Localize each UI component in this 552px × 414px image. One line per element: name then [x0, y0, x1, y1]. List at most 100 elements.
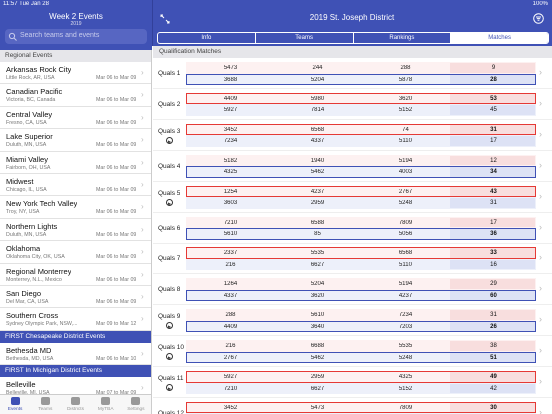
- team-number[interactable]: 3603: [223, 200, 238, 207]
- event-row[interactable]: Arkansas Rock City Little Rock, AR, USA Ma…: [0, 62, 151, 85]
- search-field[interactable]: Search teams and events: [5, 29, 147, 44]
- team-number[interactable]: 2959: [310, 374, 325, 380]
- team-number[interactable]: 5248: [398, 200, 413, 207]
- team-number[interactable]: 2337: [223, 250, 238, 257]
- team-number[interactable]: 244: [312, 65, 323, 71]
- team-number[interactable]: 6588: [310, 219, 325, 226]
- team-number[interactable]: 4325: [223, 169, 238, 176]
- team-number[interactable]: 7210: [223, 385, 238, 392]
- match-row[interactable]: Quals 10 ▶ › 216 6688 5535 38 2767 5462 5248 51: [153, 337, 552, 368]
- segment[interactable]: Teams: [256, 33, 354, 43]
- tab[interactable]: Teams: [30, 395, 60, 414]
- event-row[interactable]: Bethesda MD Bethesda, MD, USA Mar 06 to Ma…: [0, 343, 151, 366]
- match-row[interactable]: Quals 8 › 1264 5204 5194 29 4337 3620 4237 60: [153, 275, 552, 306]
- team-number[interactable]: 3620: [398, 95, 413, 102]
- team-number[interactable]: 4409: [223, 323, 238, 330]
- team-number[interactable]: 5535: [310, 250, 325, 257]
- team-number[interactable]: 7809: [398, 219, 413, 226]
- team-number[interactable]: 6627: [310, 261, 325, 268]
- team-number[interactable]: 5248: [398, 354, 413, 361]
- team-number[interactable]: 5110: [399, 138, 412, 145]
- event-row[interactable]: Lake Superior Duluth, MN, USA Mar 06 to Ma…: [0, 129, 151, 152]
- event-row[interactable]: Canadian Pacific Victoria, BC, Canada Mar …: [0, 84, 151, 107]
- match-row[interactable]: Quals 5 ▶ › 1254 4237 2767 43 3603 2959 5248 31: [153, 183, 552, 213]
- team-number[interactable]: 6568: [398, 250, 413, 257]
- team-number[interactable]: 5927: [223, 107, 238, 114]
- segment[interactable]: Info: [158, 33, 256, 43]
- team-number[interactable]: 5980: [310, 95, 325, 102]
- match-row[interactable]: Quals 4 › 5182 1940 5194 12 4325 5462 4003 34: [153, 152, 552, 182]
- tab[interactable]: Districts: [60, 395, 90, 414]
- team-number[interactable]: 5462: [310, 354, 325, 361]
- team-number[interactable]: 5182: [223, 157, 238, 164]
- sidebar-subtitle[interactable]: 2019: [70, 21, 82, 27]
- match-row[interactable]: Quals 3 ▶ › 3452 6568 74 31 7234 4337 5110 17: [153, 121, 552, 151]
- team-number[interactable]: 2767: [398, 188, 413, 195]
- team-number[interactable]: 3452: [223, 126, 238, 133]
- team-number[interactable]: 5194: [398, 157, 413, 164]
- team-number[interactable]: 2959: [310, 200, 325, 207]
- team-number[interactable]: 5194: [398, 281, 413, 288]
- team-number[interactable]: 4325: [398, 374, 413, 380]
- team-number[interactable]: 5056: [398, 231, 413, 237]
- team-number[interactable]: 1940: [310, 157, 325, 164]
- match-row[interactable]: Quals 1 › 5473 244 288 9 3688 5204 5878 28: [153, 59, 552, 89]
- team-number[interactable]: 216: [225, 261, 236, 268]
- team-number[interactable]: 7210: [223, 219, 238, 226]
- team-number[interactable]: 5204: [310, 281, 325, 288]
- team-number[interactable]: 7809: [398, 404, 413, 411]
- team-number[interactable]: 3620: [310, 292, 325, 299]
- team-number[interactable]: 7203: [398, 323, 413, 330]
- team-number[interactable]: 1264: [223, 281, 238, 288]
- collapse-icon[interactable]: [160, 14, 170, 24]
- team-number[interactable]: 4337: [223, 292, 238, 299]
- team-number[interactable]: 7234: [398, 312, 413, 319]
- team-number[interactable]: 3452: [223, 404, 238, 411]
- team-number[interactable]: 4409: [223, 95, 238, 102]
- event-row[interactable]: Oklahoma Oklahoma City, OK, USA Mar 06 to …: [0, 241, 151, 264]
- team-number[interactable]: 6627: [310, 385, 325, 392]
- event-row[interactable]: Northern Lights Duluth, MN, USA Mar 06 to …: [0, 219, 151, 242]
- team-number[interactable]: 3640: [310, 323, 325, 330]
- team-number[interactable]: 5110: [399, 261, 412, 268]
- team-number[interactable]: 5152: [398, 107, 413, 114]
- team-number[interactable]: 5535: [398, 343, 413, 350]
- team-number[interactable]: 4337: [310, 138, 325, 145]
- team-number[interactable]: 6688: [310, 343, 325, 350]
- tab[interactable]: MyTBA: [91, 395, 121, 414]
- event-row[interactable]: Belleville Belleville, MI, USA Mar 07 to M…: [0, 377, 151, 394]
- match-row[interactable]: Quals 11 ▶ › 5927 2959 4325 49 7210 6627 5152 42: [153, 368, 552, 398]
- team-number[interactable]: 1254: [223, 188, 238, 195]
- tab[interactable]: Settings: [121, 395, 151, 414]
- team-number[interactable]: 5473: [223, 65, 238, 71]
- team-number[interactable]: 5878: [398, 76, 413, 83]
- team-number[interactable]: 5610: [310, 312, 325, 319]
- team-number[interactable]: 5462: [310, 169, 325, 176]
- team-number[interactable]: 5152: [398, 385, 413, 392]
- team-number[interactable]: 4237: [398, 292, 413, 299]
- team-number[interactable]: 3688: [223, 76, 238, 83]
- team-number[interactable]: 5204: [310, 76, 325, 83]
- segment[interactable]: Matches: [451, 33, 548, 43]
- event-row[interactable]: San Diego Del Mar, CA, USA Mar 06 to Mar 0…: [0, 286, 151, 309]
- team-number[interactable]: 5610: [223, 231, 238, 237]
- event-row[interactable]: Central Valley Fresno, CA, USA Mar 06 to M…: [0, 107, 151, 130]
- team-number[interactable]: 85: [314, 231, 321, 237]
- event-row[interactable]: Regional Monterrey Monterrey, N.L., Mexic…: [0, 264, 151, 286]
- match-row[interactable]: Quals 12 › 3452 5473 7809 30: [153, 399, 552, 414]
- match-row[interactable]: Quals 9 ▶ › 288 5610 7234 31 4409 3640 7203 26: [153, 306, 552, 337]
- team-number[interactable]: 74: [402, 126, 409, 133]
- team-number[interactable]: 6568: [310, 126, 325, 133]
- match-row[interactable]: Quals 7 › 2337 5535 6568 33 216 6627 5110 16: [153, 244, 552, 275]
- team-number[interactable]: 288: [400, 65, 411, 71]
- match-row[interactable]: Quals 2 › 4409 5980 3620 53 5927 7814 5152 45: [153, 90, 552, 120]
- team-number[interactable]: 5473: [310, 404, 325, 411]
- team-number[interactable]: 216: [225, 343, 236, 350]
- event-row[interactable]: New York Tech Valley Troy, NY, USA Mar 06 …: [0, 196, 151, 219]
- team-number[interactable]: 7814: [310, 107, 325, 114]
- team-number[interactable]: 5927: [223, 374, 238, 380]
- team-number[interactable]: 288: [225, 312, 236, 319]
- segment[interactable]: Rankings: [354, 33, 452, 43]
- team-number[interactable]: 7234: [223, 138, 238, 145]
- event-row[interactable]: Midwest Chicago, IL, USA Mar 06 to Mar 09 ›: [0, 174, 151, 197]
